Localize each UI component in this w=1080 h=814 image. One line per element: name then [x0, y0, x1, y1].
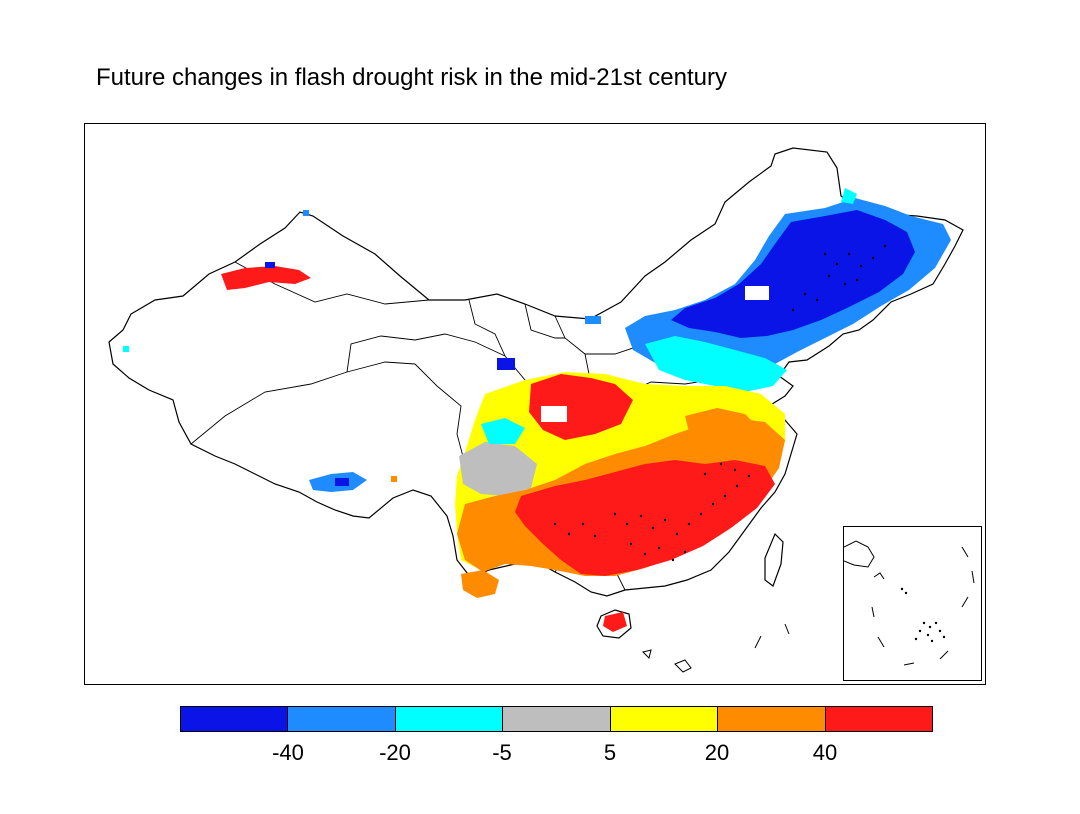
colorbar-bin: [718, 707, 826, 731]
colorbar-tick-label: -40: [272, 740, 304, 765]
colorbar: [180, 706, 933, 732]
colorbar-bin: [503, 707, 611, 731]
inset-map: [844, 540, 975, 666]
colorbar-bin: [610, 707, 719, 731]
map-panel: [84, 123, 986, 685]
hainan-outline: [596, 609, 632, 639]
china-outline: [108, 147, 964, 597]
western-patches: [123, 210, 397, 492]
colorbar-tick-label: 20: [704, 740, 730, 765]
significance-stippling: [553, 244, 887, 562]
colorbar-bin: [825, 707, 932, 731]
colorbar-bin: [288, 707, 396, 731]
nine-dash-line: [871, 546, 975, 666]
taiwan-outline: [764, 532, 784, 587]
south-china-sea-inset: [843, 526, 982, 681]
decrease-region-northeast: [497, 188, 951, 392]
coastal-islands: [642, 623, 790, 673]
colorbar-tick-label: 40: [812, 740, 838, 765]
increase-region-south: [455, 372, 785, 632]
china-map: [108, 147, 964, 673]
colorbar-bin: [181, 707, 289, 731]
colorbar-tick-label: -5: [492, 740, 512, 765]
colorbar-tick-label: -20: [379, 740, 411, 765]
colorbar-bin: [395, 707, 504, 731]
colorbar-tick-label: 5: [603, 740, 617, 765]
inset-islands: [900, 587, 946, 643]
map-title: Future changes in flash drought risk in …: [96, 64, 727, 91]
